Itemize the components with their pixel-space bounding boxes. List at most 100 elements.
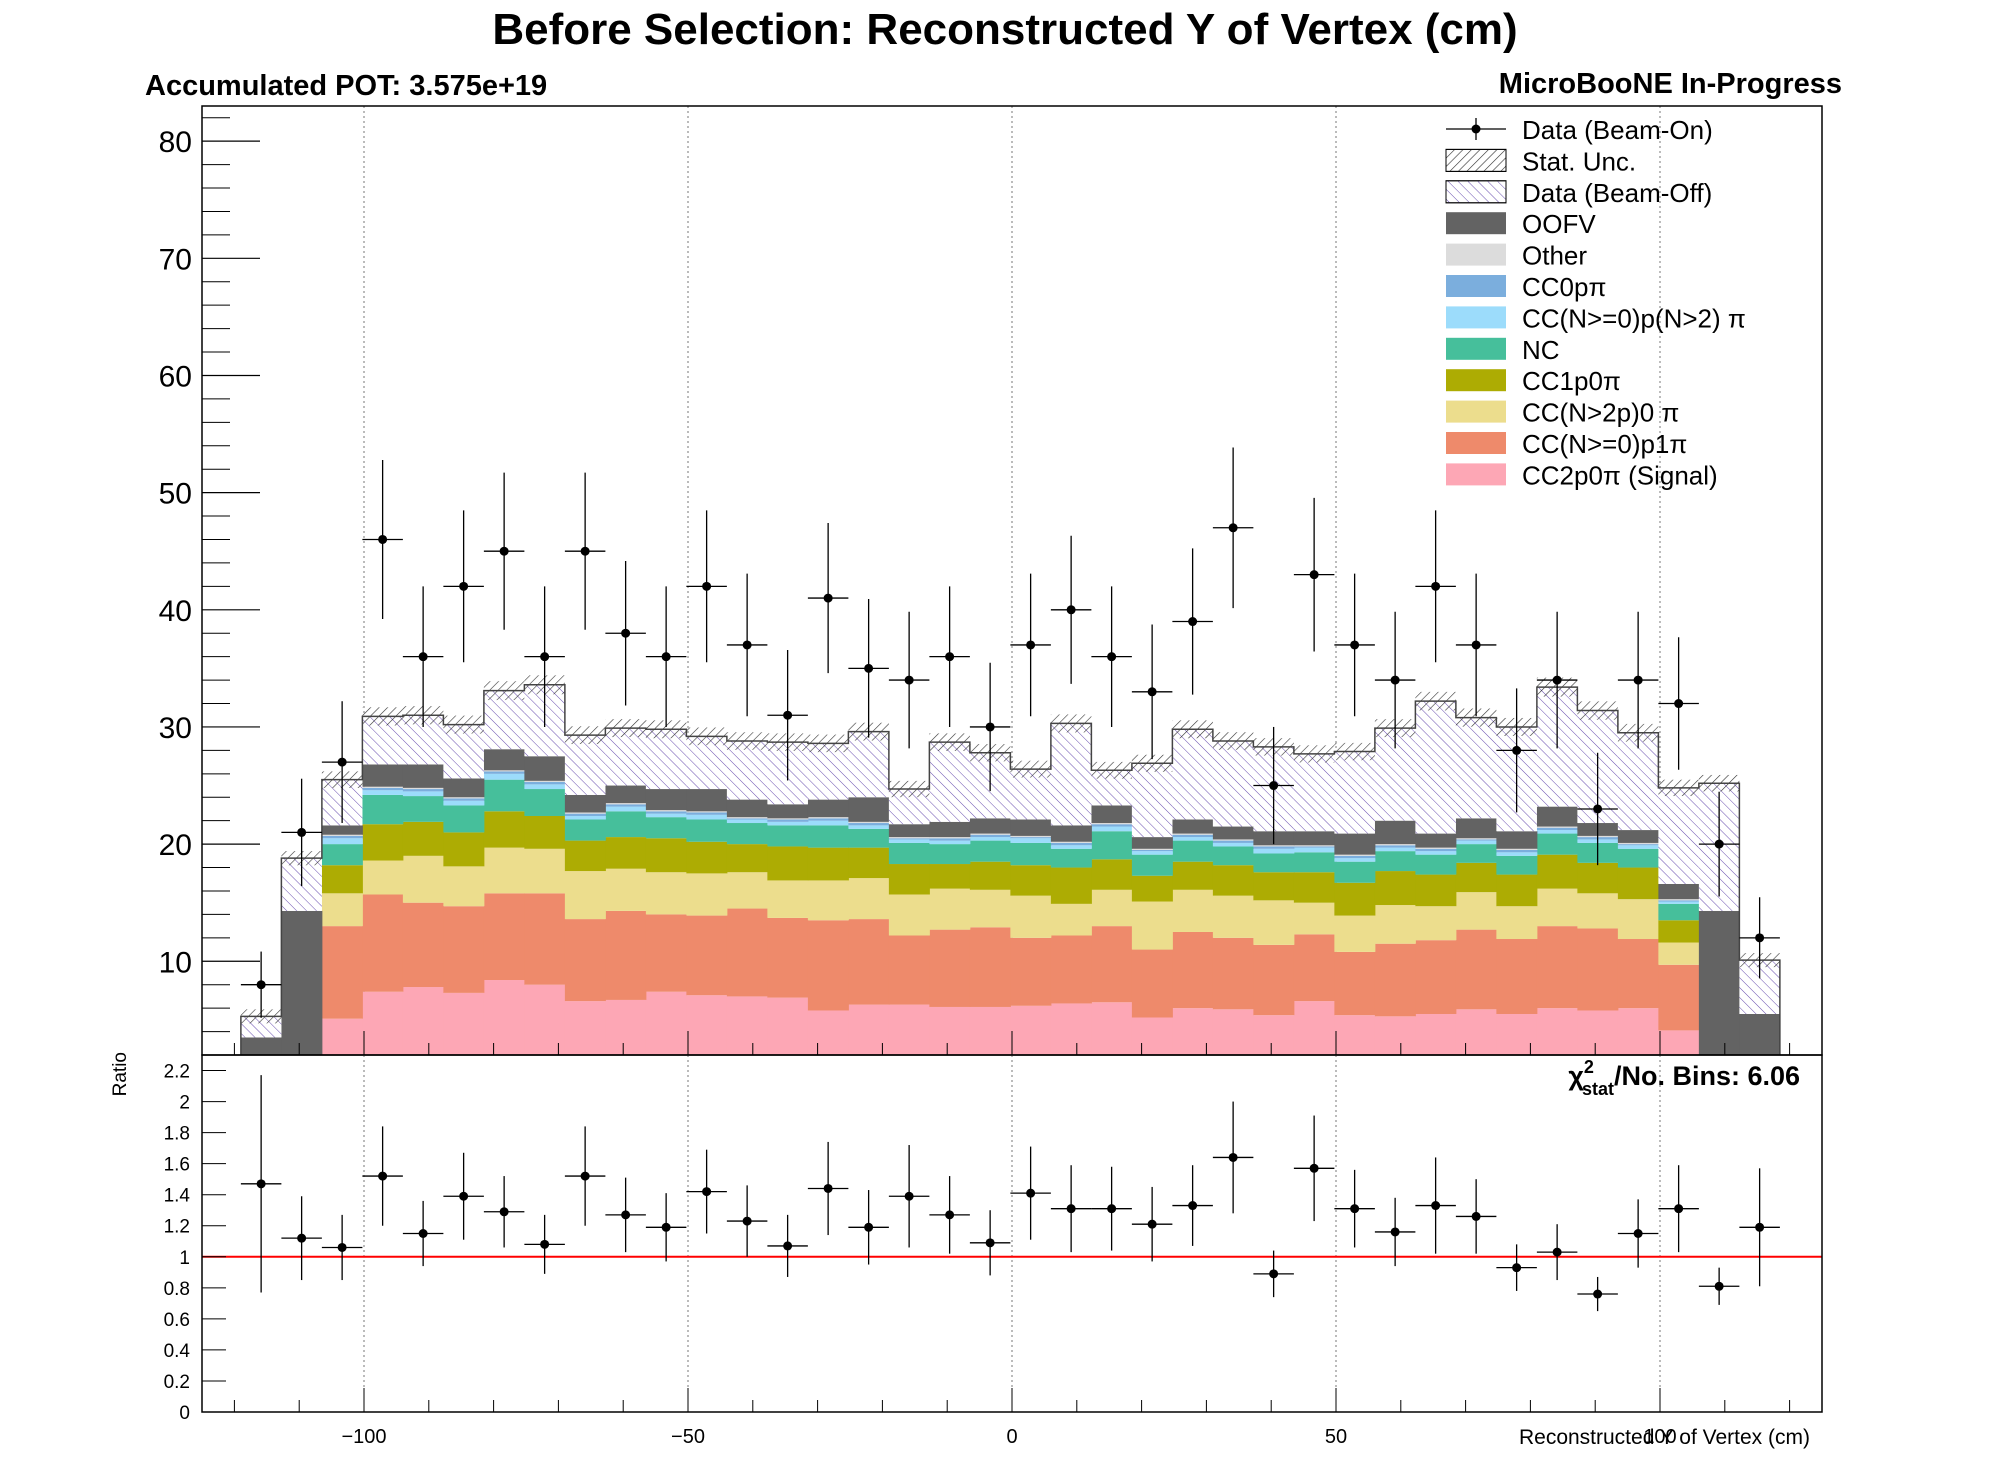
ratio-point [1188, 1201, 1198, 1211]
stack-bar-2 [807, 880, 849, 921]
beam-off-bar [1415, 701, 1456, 834]
stack-bar-8 [1172, 819, 1214, 834]
stack-bar-0 [1050, 1003, 1092, 1055]
stack-bar-0 [362, 991, 404, 1055]
data-point [1188, 617, 1198, 627]
stack-bar-4 [321, 844, 363, 866]
stack-bar-7 [726, 817, 768, 819]
stack-bar-6 [605, 804, 647, 807]
data-point [742, 640, 752, 650]
stack-bar-3 [1617, 867, 1659, 900]
stack-bar-6 [1455, 839, 1497, 841]
data-point [1593, 804, 1603, 814]
ratio-point [1471, 1211, 1481, 1221]
stack-bar-5 [848, 825, 890, 829]
ratio-y-tick-label: 0.2 [164, 1372, 190, 1393]
stack-bar-1 [321, 926, 363, 1019]
stack-bar-6 [524, 782, 566, 785]
y-tick-label: 30 [159, 712, 192, 745]
stack-bar-2 [1658, 942, 1700, 965]
legend-label: Data (Beam-Off) [1522, 178, 1712, 208]
stack-bar-3 [605, 837, 647, 869]
beam-off-bar [807, 743, 849, 800]
stack-bar-6 [1617, 844, 1659, 846]
stack-bar-2 [443, 866, 485, 907]
ratio-point [1350, 1204, 1360, 1214]
stack-bar-1 [929, 929, 971, 1007]
stack-bar-8 [483, 749, 525, 771]
stack-bar-8 [686, 789, 728, 812]
stack-bar-7 [605, 803, 647, 805]
stack-bar-3 [1374, 871, 1416, 906]
data-point [1107, 652, 1117, 662]
legend: Data (Beam-On)Stat. Unc.Data (Beam-Off)O… [1445, 115, 1746, 490]
stack-bar-7 [564, 812, 606, 814]
stack-bar-2 [321, 893, 363, 927]
chi2-symbol: χ [1568, 1061, 1584, 1091]
stack-bar-3 [1253, 872, 1295, 901]
stack-bar-8 [1334, 833, 1376, 855]
stack-bar-3 [1010, 865, 1052, 896]
stack-bar-8 [1091, 805, 1133, 824]
stack-bar-0 [767, 997, 809, 1055]
stack-bar-6 [848, 823, 890, 826]
stack-bar-7 [1658, 899, 1700, 901]
stack-bar-6 [645, 811, 687, 814]
stack-bar-7 [443, 797, 485, 799]
y-tick-label: 70 [159, 243, 192, 276]
stack-bar-4 [645, 817, 687, 839]
stack-bar-6 [1334, 855, 1376, 859]
stack-bar-6 [443, 798, 485, 801]
stack-bar-4 [1253, 853, 1295, 873]
stack-bar-5 [1010, 838, 1052, 843]
stack-bar-8 [524, 756, 566, 781]
legend-label: CC0pπ [1522, 272, 1606, 302]
stack-bar-4 [402, 796, 444, 822]
stack-bar-5 [1293, 847, 1335, 853]
chi2-subscript: stat [1582, 1079, 1614, 1099]
stack-bar-1 [1212, 937, 1254, 1010]
stack-bar-8 [402, 764, 444, 788]
stack-bar-0 [483, 980, 525, 1055]
pot-label: Accumulated POT: 3.575e+19 [145, 70, 547, 102]
beam-off-bar [1455, 717, 1497, 819]
stack-bar-5 [807, 820, 849, 826]
x-tick-label: −50 [671, 1426, 705, 1448]
stack-bar-2 [686, 873, 728, 916]
ratio-point [661, 1222, 671, 1232]
stack-bar-5 [443, 800, 485, 806]
stack-bar-3 [1415, 874, 1457, 907]
data-point [1471, 640, 1481, 650]
chart-title: Before Selection: Reconstructed Y of Ver… [492, 5, 1517, 54]
stack-bar-6 [1050, 842, 1092, 846]
stack-bar-8 [645, 789, 687, 811]
x-tick-label: 100 [1643, 1426, 1676, 1448]
stack-bar-0 [1536, 1008, 1578, 1055]
data-point [1755, 933, 1765, 943]
ratio-point [783, 1241, 793, 1251]
stack-bar-2 [645, 872, 687, 915]
stack-bar-5 [726, 819, 768, 824]
ratio-point [1674, 1204, 1684, 1214]
stack-bar-1 [1617, 939, 1659, 1009]
ratio-point [1269, 1269, 1279, 1279]
stack-bar-2 [1010, 895, 1052, 938]
stack-bar-0 [1496, 1013, 1538, 1055]
stack-bar-5 [1131, 851, 1173, 855]
stack-bar-7 [807, 817, 849, 819]
stack-bar-5 [1415, 851, 1457, 855]
stack-bar-4 [1091, 831, 1133, 860]
stack-bar-7 [321, 834, 363, 836]
stack-bar-2 [1253, 900, 1295, 945]
ratio-y-tick-label: 0.4 [164, 1341, 191, 1362]
data-point [1066, 605, 1076, 615]
stack-bar-0 [443, 992, 485, 1055]
stack-bar-3 [402, 821, 444, 856]
stack-bar-6 [1212, 840, 1254, 843]
stack-bar-4 [686, 819, 728, 842]
data-point [783, 710, 793, 720]
ratio-point [1714, 1281, 1724, 1291]
stack-bar-8 [1617, 830, 1659, 843]
stack-bar-3 [888, 864, 930, 895]
